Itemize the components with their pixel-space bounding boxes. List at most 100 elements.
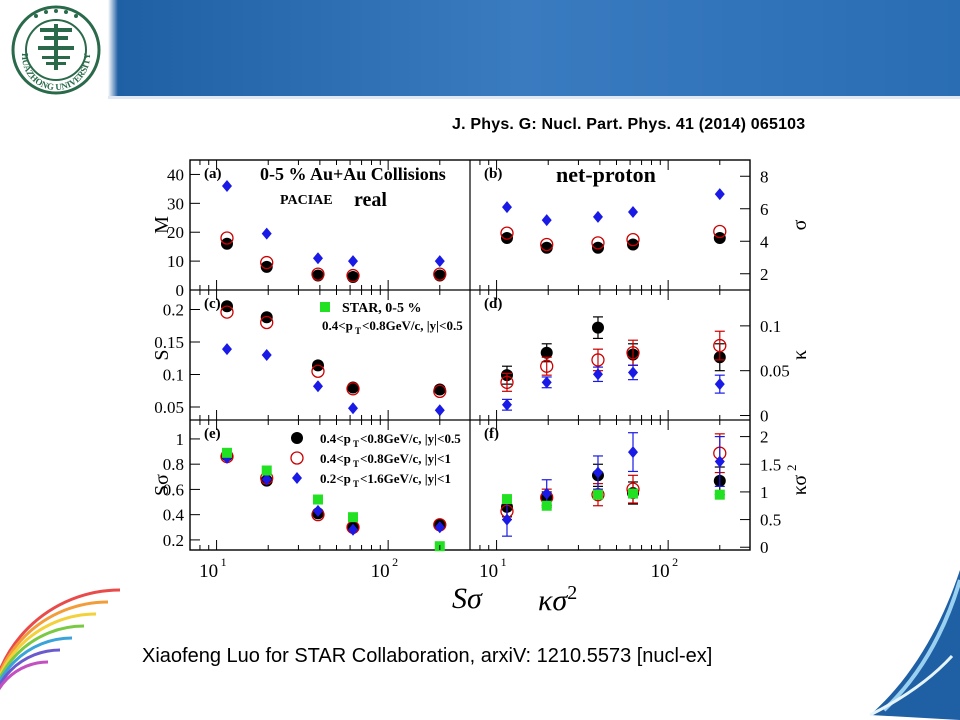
panel-b-ylabel: σ <box>789 219 811 230</box>
panel-a-ytick-label: 0 <box>176 281 185 300</box>
chart-svg: 010203040M(a)2468σ(b)0.050.10.150.2S(c)0… <box>151 159 811 580</box>
header-bar <box>0 0 960 96</box>
legend-series-2-rest: <1.6GeV/c, |y|<1 <box>360 471 451 486</box>
panel-f-point-diamond <box>592 466 603 479</box>
panel-e-ytick-label: 0.2 <box>163 531 184 550</box>
header-rule <box>108 96 960 99</box>
panel-c-point-open <box>346 382 360 396</box>
panel-a-point-diamond <box>312 252 323 265</box>
legend-series-0-rest: <0.8GeV/c, |y|<0.5 <box>360 431 461 446</box>
panel-f-ytick-label: 1.5 <box>760 455 781 474</box>
panel-a-ytick-label: 30 <box>167 194 184 213</box>
x-axis-label-right: κσ2 <box>538 582 577 618</box>
legend-series-2-sub: T <box>353 479 359 489</box>
panel-c-point-open <box>220 305 234 319</box>
panel-a-ytick-label: 10 <box>167 252 184 271</box>
legend-series-2-marker <box>292 472 302 484</box>
chart-figure: 0 10 20 30 40 M (a) 2 4 6 8 σ (b) 0.05 0.1 0.15 0.2 S (c) 0… <box>130 140 830 580</box>
x-axis-label-left: Sσ <box>452 582 482 615</box>
panel-c-ytick-label: 0.1 <box>163 366 184 385</box>
panel-e-point-diamond <box>261 473 272 486</box>
panel-c-tag: (c) <box>204 296 221 312</box>
panel-b-ytick-label: 2 <box>760 265 769 284</box>
panel-b-point-open <box>540 237 554 252</box>
legend-star-cut: 0.4<p <box>322 318 353 333</box>
legend-star-label: STAR, 0-5 % <box>342 301 421 316</box>
legend-series-0-marker <box>291 432 303 444</box>
panel-f-point-diamond <box>628 446 639 459</box>
panel-d-point-diamond <box>628 366 639 379</box>
panel-f-ytick-label: 1 <box>760 483 769 502</box>
panel-f-ytick-label: 2 <box>760 428 769 447</box>
x-tick-label-col1: 10 <box>479 561 498 580</box>
panel-f-ylabel-sup: 2 <box>784 465 799 472</box>
panel-b-ytick-label: 8 <box>760 167 769 186</box>
panel-b-point-filled <box>627 238 640 251</box>
panel-d-point-diamond <box>501 398 512 411</box>
panel-d-point-open <box>591 353 605 367</box>
panel-a-point-open <box>346 268 360 283</box>
panel-a-point-filled <box>260 260 273 273</box>
panel-b-point-diamond <box>501 201 512 214</box>
panel-b-point-diamond <box>628 206 639 218</box>
panel-a-ytick-label: 20 <box>167 223 184 242</box>
x-tick-label-col0: 10 <box>199 561 218 580</box>
panel-d-ytick-label: 0.05 <box>760 362 790 381</box>
panel-b-point-filled <box>500 232 513 244</box>
panel-c-point-diamond <box>348 402 359 415</box>
panel-c-point-filled <box>260 311 273 324</box>
panel-a-point-open <box>220 231 234 245</box>
panel-d-ytick-label: 0 <box>760 407 769 426</box>
panel-b-point-diamond <box>592 210 603 223</box>
panel-b-point-diamond <box>714 188 725 201</box>
panel-f-ytick-label: 0.5 <box>760 511 781 530</box>
panel-f-point-star <box>592 489 603 500</box>
panel-c-ylabel: S <box>151 349 173 360</box>
panel-f-point-star <box>501 494 512 505</box>
panel-e-ylabel: Sσ <box>151 474 173 496</box>
panel-b-point-filled <box>540 241 553 254</box>
panel-d-point-diamond <box>541 376 552 389</box>
panel-d-point-filled <box>591 321 604 334</box>
panel-a-ylabel: M <box>151 216 173 234</box>
x-axis-label-right-text: κσ <box>538 584 568 617</box>
panel-f-point-star <box>714 489 725 500</box>
panel-b-ytick-label: 4 <box>760 232 769 251</box>
legend-star-marker <box>320 302 330 312</box>
panel-b-point-open <box>500 226 514 240</box>
panel-a-point-open <box>311 267 325 281</box>
panel-f-point-star <box>628 488 639 499</box>
panel-e-tag: (e) <box>204 426 221 442</box>
panel-d-point-open <box>500 375 514 389</box>
panel-f-ytick-label: 0 <box>760 538 769 557</box>
x-tick-sup-col1: 1 <box>501 555 507 569</box>
panel-e-point-star <box>261 465 272 476</box>
panel-c-point-open <box>260 315 274 330</box>
panel-e-ytick-label: 1 <box>176 430 185 449</box>
panel-c-point-open <box>311 364 325 378</box>
panel-c-ytick-label: 0.2 <box>163 301 184 320</box>
panel-f-point-star <box>541 500 552 511</box>
page-curl-decoration <box>869 570 960 720</box>
legend-series-1-sub: T <box>353 459 359 469</box>
panel-f-point-diamond <box>541 487 552 500</box>
panel-b-ytick-label: 6 <box>760 200 769 219</box>
university-logo: HUAZHONG UNIVERSITY <box>6 2 106 98</box>
panel-f-point-diamond <box>714 455 725 468</box>
panel-e-point-diamond <box>434 521 445 534</box>
panel-title-model: PACIAE <box>280 193 333 208</box>
panel-title-mode: real <box>354 189 387 211</box>
panel-e-point-star <box>348 512 359 523</box>
panel-a-point-diamond <box>261 227 272 240</box>
legend-series-0-sub: T <box>353 439 359 449</box>
panel-e-point-star <box>221 447 232 458</box>
panel-e-ytick-label: 0.8 <box>163 455 184 474</box>
panel-a-point-diamond <box>221 180 232 192</box>
panel-e-point-diamond <box>312 504 323 517</box>
panel-d-tag: (d) <box>484 296 502 312</box>
panel-e-point-star <box>312 494 323 505</box>
legend-star-cut-sub: T <box>355 326 361 336</box>
panel-a-point-open <box>433 267 447 281</box>
x-tick-sup-col0: 1 <box>221 555 227 569</box>
panel-d-point-open <box>540 359 554 373</box>
